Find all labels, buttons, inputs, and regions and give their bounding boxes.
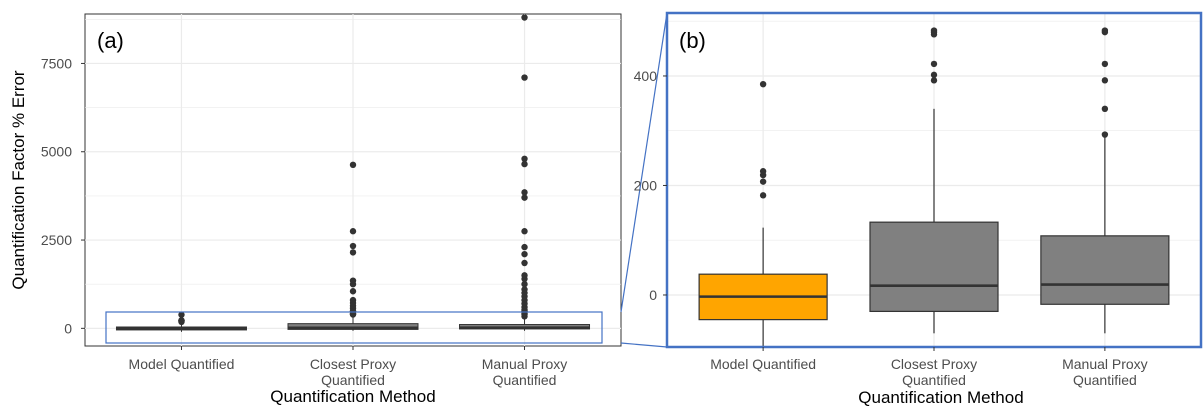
box-group: [115, 311, 247, 332]
outlier-point: [521, 160, 528, 168]
x-tick-label: Quantified: [902, 372, 966, 388]
box-iqr: [869, 221, 999, 313]
outlier-point: [521, 74, 528, 81]
x-tick-label: Manual Proxy: [482, 356, 568, 372]
outlier-point: [759, 192, 767, 199]
outlier-point: [521, 250, 528, 258]
outlier-point: [349, 242, 357, 250]
outlier-point: [349, 249, 357, 256]
y-tick-label: 0: [649, 287, 657, 303]
zoom-connector-bottom: [620, 342, 668, 348]
outlier-point: [759, 80, 767, 88]
outlier-point: [930, 71, 938, 79]
x-tick-label: Quantified: [321, 372, 385, 388]
outlier-point: [521, 272, 528, 279]
x-tick-label: Quantified: [1073, 372, 1137, 388]
outlier-point: [521, 243, 528, 251]
outlier-point: [349, 228, 357, 235]
outlier-point: [349, 296, 357, 304]
outlier-point: [521, 259, 528, 267]
y-tick-label: 2500: [41, 232, 72, 248]
box-group: [1040, 27, 1170, 334]
outlier-point: [521, 228, 528, 235]
outlier-point: [930, 77, 938, 84]
outlier-point: [930, 27, 938, 34]
outlier-point: [1101, 77, 1109, 84]
outlier-point: [521, 194, 528, 201]
outlier-point: [759, 168, 767, 175]
x-tick-label: Model Quantified: [710, 356, 816, 372]
panel-b-x-ticks: Model Quantified Closest ProxyQuantifiedM…: [710, 347, 1148, 388]
panel-b-x-axis-title: Quantification Method: [858, 388, 1023, 407]
box-group: [287, 161, 419, 331]
zoom-indicator: [105, 12, 668, 348]
outlier-point: [521, 286, 528, 293]
outlier-point: [521, 14, 528, 21]
outlier-point: [759, 178, 767, 185]
outlier-point: [521, 280, 528, 288]
x-tick-label: Manual Proxy: [1062, 356, 1148, 372]
panel-a-boxes: [115, 14, 591, 332]
zoom-region-box: [105, 311, 603, 344]
panel-a-label: (a): [97, 28, 124, 53]
panel-b-boxes: [698, 27, 1170, 347]
box-iqr: [1040, 235, 1170, 305]
box-group: [869, 27, 999, 334]
panel-a-x-axis-title: Quantification Method: [270, 387, 435, 406]
x-tick-label: Quantified: [493, 372, 557, 388]
panel-a: 0 2500 5000 7500 Model Quantified Closest Pr…: [9, 13, 622, 406]
y-tick-label: 400: [634, 68, 658, 84]
outlier-point: [521, 189, 528, 196]
outlier-point: [349, 161, 357, 169]
panel-a-y-ticks: 0 2500 5000 7500: [41, 55, 85, 336]
panel-b-label: (b): [679, 28, 706, 53]
zoom-connector-top: [620, 12, 668, 313]
y-tick-label: 5000: [41, 144, 72, 160]
outlier-point: [178, 311, 185, 318]
outlier-point: [349, 277, 357, 284]
y-tick-label: 0: [64, 320, 72, 336]
outlier-point: [521, 155, 528, 163]
panel-b-y-ticks: 0 200 400: [634, 68, 667, 303]
panel-a-grid: [85, 14, 621, 346]
y-tick-label: 200: [634, 177, 658, 193]
y-tick-label: 7500: [41, 55, 72, 71]
box-group: [459, 14, 591, 331]
outlier-point: [1101, 27, 1109, 34]
outlier-point: [1101, 131, 1109, 138]
x-tick-label: Closest Proxy: [310, 356, 396, 372]
outlier-point: [349, 288, 357, 295]
outlier-point: [178, 317, 185, 324]
box-group: [698, 80, 828, 347]
panel-a-y-axis-title: Quantification Factor % Error: [9, 70, 28, 290]
outlier-point: [1101, 105, 1109, 113]
outlier-point: [930, 60, 938, 68]
panel-a-x-ticks: Model Quantified Closest ProxyQuantifiedM…: [129, 346, 568, 388]
x-tick-label: Model Quantified: [129, 356, 235, 372]
outlier-point: [1101, 60, 1109, 68]
x-tick-label: Closest Proxy: [891, 356, 977, 372]
